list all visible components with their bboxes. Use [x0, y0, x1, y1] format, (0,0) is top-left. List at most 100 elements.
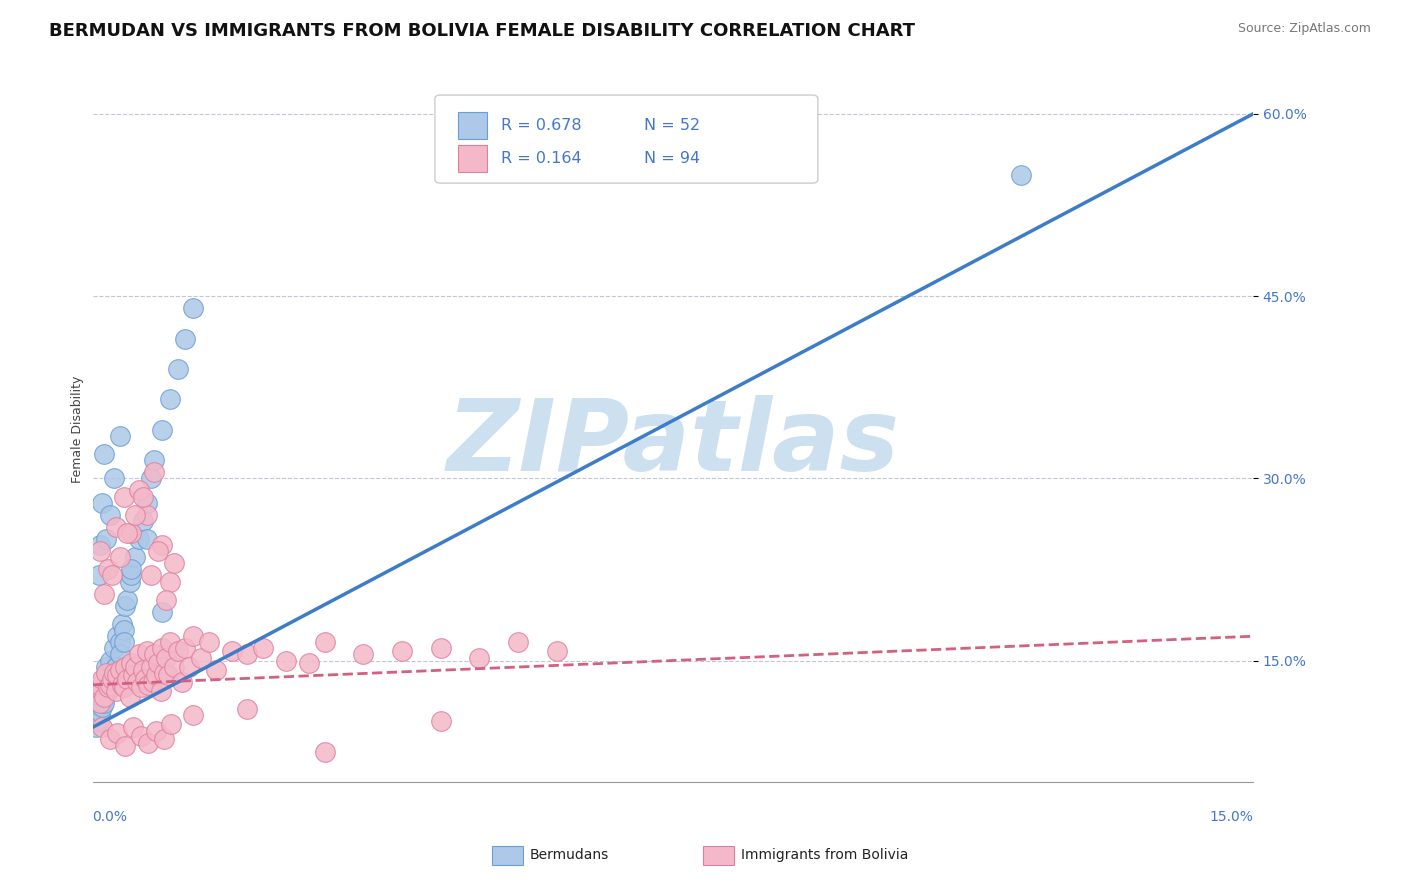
Point [101, 672, 124, 686]
Point [155, 651, 177, 665]
Point [103, 665, 125, 680]
Point [391, 644, 413, 658]
Point [117, 592, 139, 607]
Text: BERMUDAN VS IMMIGRANTS FROM BOLIVIA FEMALE DISABILITY CORRELATION CHART: BERMUDAN VS IMMIGRANTS FROM BOLIVIA FEMA… [49, 22, 915, 40]
Point [118, 574, 141, 589]
Point [298, 656, 321, 670]
Point [101, 568, 124, 582]
Point [181, 708, 204, 723]
Point [90, 672, 112, 686]
Point [96, 532, 118, 546]
Point [103, 471, 125, 485]
Point [236, 702, 259, 716]
Point [179, 659, 201, 673]
Point [111, 617, 134, 632]
Point [160, 716, 183, 731]
Point [150, 538, 173, 552]
Point [174, 332, 197, 346]
Point [96, 665, 118, 680]
Point [163, 557, 186, 571]
Point [101, 668, 124, 682]
Point [90, 495, 112, 509]
Point [93, 692, 115, 706]
Point [134, 672, 156, 686]
Point [124, 659, 146, 673]
Point [145, 668, 167, 682]
Point [101, 672, 124, 686]
Point [128, 483, 150, 498]
Point [93, 696, 115, 710]
Text: ZIPatlas: ZIPatlas [446, 395, 900, 492]
Point [89, 708, 111, 723]
Point [89, 544, 111, 558]
Text: Immigrants from Bolivia: Immigrants from Bolivia [741, 848, 908, 863]
Text: N = 52: N = 52 [644, 118, 700, 133]
Point [159, 392, 181, 407]
Point [148, 656, 170, 670]
Point [90, 699, 112, 714]
Point [129, 680, 152, 694]
Point [252, 641, 274, 656]
Point [190, 651, 212, 665]
Point [152, 665, 174, 680]
Point [150, 605, 173, 619]
Point [150, 423, 173, 437]
Point [89, 705, 111, 719]
Point [97, 684, 120, 698]
Point [139, 471, 162, 485]
Point [108, 663, 131, 677]
Point [112, 680, 135, 694]
Point [105, 668, 128, 682]
Point [1010, 168, 1032, 182]
Point [352, 648, 374, 662]
Point [104, 659, 127, 673]
Point [135, 644, 157, 658]
Point [98, 678, 121, 692]
Point [139, 659, 162, 673]
Point [205, 663, 228, 677]
Point [124, 550, 146, 565]
Point [132, 490, 155, 504]
Point [174, 641, 197, 656]
Text: 15.0%: 15.0% [1209, 810, 1253, 824]
Point [86, 696, 108, 710]
Point [108, 550, 131, 565]
Point [155, 592, 177, 607]
Point [129, 729, 152, 743]
Point [114, 599, 136, 613]
Point [149, 684, 172, 698]
Point [546, 644, 568, 658]
Point [506, 635, 529, 649]
Point [89, 538, 111, 552]
Point [159, 635, 181, 649]
Point [87, 678, 110, 692]
Point [97, 680, 120, 694]
Point [128, 532, 150, 546]
Point [132, 514, 155, 528]
Point [143, 465, 166, 479]
Point [136, 736, 159, 750]
Point [93, 587, 115, 601]
Point [128, 648, 150, 662]
Text: 0.0%: 0.0% [93, 810, 128, 824]
Point [197, 635, 219, 649]
Point [274, 654, 297, 668]
Point [142, 675, 165, 690]
Point [114, 739, 136, 753]
Point [90, 720, 112, 734]
Bar [458, 112, 486, 139]
Point [120, 526, 142, 541]
Point [136, 678, 159, 692]
Point [121, 720, 143, 734]
Point [148, 544, 170, 558]
Point [108, 648, 131, 662]
Point [120, 568, 142, 582]
Text: R = 0.678: R = 0.678 [501, 118, 582, 133]
Text: R = 0.164: R = 0.164 [501, 151, 582, 166]
Point [98, 654, 121, 668]
Point [181, 629, 204, 643]
Point [429, 641, 451, 656]
Point [108, 635, 131, 649]
Point [117, 526, 139, 541]
Point [170, 675, 193, 690]
